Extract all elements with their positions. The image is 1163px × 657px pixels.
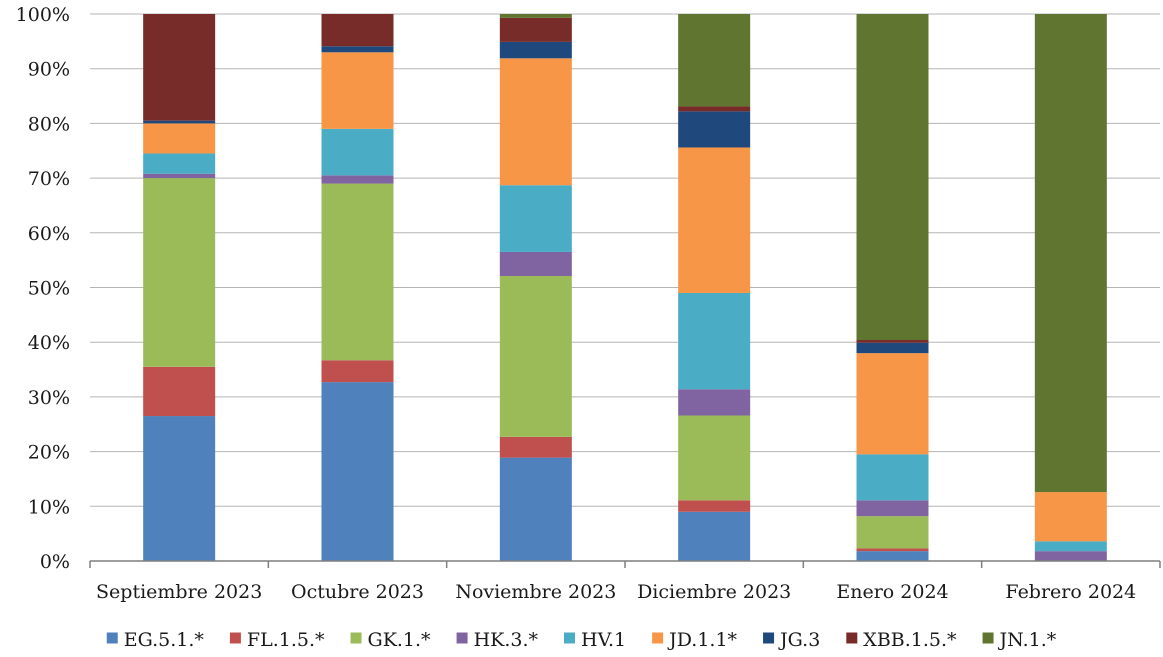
bar-segment-hv-1 [143,153,216,174]
x-tick-label: Diciembre 2023 [637,581,791,603]
legend-label-jn-1: JN.1.* [998,629,1057,651]
bar-segment-hk-3 [1034,551,1107,561]
bar-segment-xbb-1-5 [143,14,216,121]
bar-segment-eg-5-1 [499,457,572,561]
bar-segment-jd-1-1 [499,58,572,186]
bar-segment-jg-3 [321,46,394,53]
y-tick-label: 50% [28,278,70,300]
legend-swatch-hk-3 [456,632,468,644]
bar-segment-hv-1 [499,185,572,252]
bar-segment-gk-1 [321,183,394,361]
y-tick-label: 70% [28,168,70,190]
bar-segment-hv-1 [856,454,929,501]
y-tick-label: 10% [28,496,70,518]
bar-segment-eg-5-1 [678,511,751,561]
x-axis-ticks: Septiembre 2023 Octubre 2023 Noviembre 202… [96,581,1136,603]
bar-segment-hk-3 [321,175,394,184]
y-tick-label: 100% [16,4,70,26]
y-tick-label: 90% [28,59,70,81]
bar-segment-jn-1 [856,14,929,341]
bar-segment-hv-1 [678,292,751,390]
bar-segment-hk-3 [143,173,216,179]
bar-segment-fl-1-5 [143,366,216,417]
bar-segment-eg-5-1 [856,551,929,561]
bar-segment-xbb-1-5 [321,14,394,47]
y-tick-label: 60% [28,223,70,245]
bar-segment-jg-3 [143,120,216,124]
x-tick-label: Noviembre 2023 [455,581,616,603]
bar-segment-jd-1-1 [856,353,929,455]
bar-segment-jd-1-1 [678,147,751,293]
bar-segment-xbb-1-5 [678,106,751,112]
bar-segment-hk-3 [856,500,929,517]
legend-label-hv-1: HV.1 [581,629,626,651]
legend-swatch-gk-1 [350,632,362,644]
legend-label-jd-1-1: JD.1.1* [667,629,737,651]
x-axis [89,560,1161,568]
bar-segment-eg-5-1 [143,416,216,561]
x-tick-label: Septiembre 2023 [96,581,262,603]
legend-swatch-jd-1-1 [652,632,664,644]
bar-segment-fl-1-5 [321,360,394,383]
bar-segment-fl-1-5 [678,500,751,512]
y-tick-label: 0% [40,551,70,573]
bar-segment-gk-1 [678,415,751,501]
bar-segment-jd-1-1 [1034,492,1107,542]
legend-label-xbb-1-5: XBB.1.5.* [863,629,957,651]
bar-segment-jd-1-1 [321,52,394,129]
legend-swatch-hv-1 [564,632,576,644]
bar-segment-jd-1-1 [143,123,216,154]
x-tick-label: Enero 2024 [836,581,948,603]
y-tick-label: 80% [28,113,70,135]
legend-label-fl-1-5: FL.1.5.* [247,629,325,651]
bar-segment-gk-1 [856,516,929,549]
legend-swatch-eg-5-1 [106,632,118,644]
bar-segment-hk-3 [499,251,572,277]
bar-segment-gk-1 [499,276,572,437]
legend-swatch-jg-3 [763,632,775,644]
legend: EG.5.1.* FL.1.5.* GK.1.* HK.3.* HV.1 JD.1.1* J… [106,629,1057,651]
x-tick-label: Octubre 2023 [291,581,424,603]
legend-swatch-fl-1-5 [229,632,241,644]
x-tick-label: Febrero 2024 [1005,581,1136,603]
bar-segment-jg-3 [856,342,929,354]
legend-label-hk-3: HK.3.* [474,629,539,651]
legend-label-jg-3: JG.3 [778,629,820,651]
bar-segment-jg-3 [678,111,751,148]
legend-label-eg-5-1: EG.5.1.* [124,629,205,651]
legend-label-gk-1: GK.1.* [368,629,432,651]
bars [143,14,1107,561]
bar-segment-jg-3 [499,41,572,59]
bar-segment-eg-5-1 [321,382,394,561]
bar-segment-xbb-1-5 [856,340,929,343]
y-tick-label: 40% [28,332,70,354]
legend-swatch-jn-1 [982,632,994,644]
bar-segment-jn-1 [678,14,751,107]
y-tick-label: 30% [28,387,70,409]
bar-segment-hk-3 [678,389,751,416]
bar-segment-hv-1 [1034,541,1107,552]
bar-segment-xbb-1-5 [499,17,572,42]
y-axis-ticks: 0% 10% 20% 30% 40% 50% 60% 70% 80% 90% 100% [16,4,70,573]
bar-segment-fl-1-5 [856,548,929,552]
gridlines [90,13,1160,507]
bar-segment-fl-1-5 [499,436,572,458]
bar-segment-hv-1 [321,128,394,176]
bar-segment-jn-1 [499,14,572,18]
bar-segment-jn-1 [1034,14,1107,493]
bar-segment-gk-1 [143,178,216,367]
y-tick-label: 20% [28,442,70,464]
legend-swatch-xbb-1-5 [846,632,858,644]
